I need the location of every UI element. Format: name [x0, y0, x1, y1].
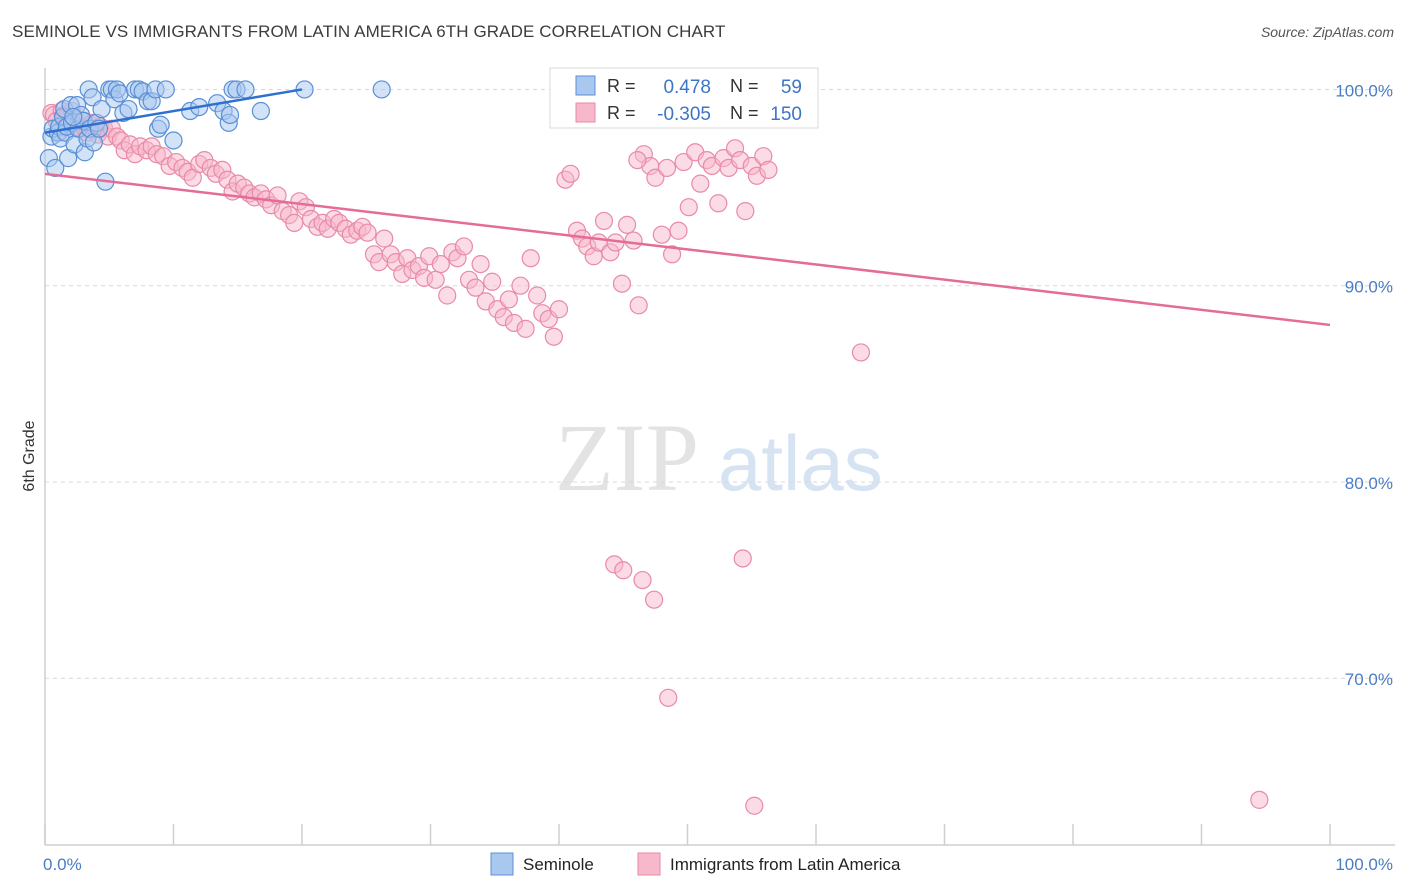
legend-swatch-latin-america — [637, 852, 661, 876]
x-tick-label-max: 100.0% — [1335, 855, 1393, 874]
latin-america-point-127 — [691, 174, 710, 193]
latin-america-point-144 — [644, 590, 664, 609]
source-label: Source: ZipAtlas.com — [1260, 24, 1394, 40]
bottom-legend: Seminole Immigrants from Latin America — [490, 852, 901, 876]
latin-america-point-104 — [561, 164, 580, 183]
latin-america-point-88 — [471, 255, 490, 274]
stats-swatch-seminole — [575, 75, 596, 96]
stats-r-value-seminole: 0.478 — [663, 77, 711, 98]
latin-america-point-101 — [544, 327, 563, 346]
stats-n-label-seminole: N = — [730, 76, 759, 96]
latin-america-point-146 — [733, 549, 752, 568]
latin-america-point-82 — [438, 286, 457, 305]
seminole-point-43 — [151, 115, 170, 134]
stats-legend: R = 0.478 N = 59 R = -0.305 N = 150 — [549, 67, 819, 129]
latin-america-point-102 — [549, 300, 569, 319]
latin-america-point-120 — [652, 225, 671, 244]
latin-america-point-115 — [624, 231, 643, 250]
y-axis-title: 6th Grade — [21, 420, 38, 491]
latin-america-point-143 — [633, 570, 652, 590]
seminole-point-54 — [236, 80, 255, 99]
latin-america-point-96 — [516, 319, 535, 338]
latin-america-point-148 — [851, 343, 871, 362]
seminole-point-3 — [46, 158, 65, 178]
latin-america-point-97 — [521, 249, 540, 268]
y-tick-label-0: 100.0% — [1335, 81, 1393, 100]
seminole-point-45 — [164, 131, 183, 150]
latin-america-point-80 — [426, 270, 445, 289]
latin-america-point-139 — [759, 160, 778, 179]
latin-america-point-142 — [614, 561, 633, 580]
latin-america-point-145 — [659, 688, 678, 707]
stats-n-value-seminole: 59 — [781, 77, 802, 98]
latin-america-point-121 — [657, 158, 677, 178]
stats-r-label-latin-america: R = — [607, 103, 636, 123]
seminole-point-57 — [372, 80, 391, 99]
y-tick-label-1: 90.0% — [1345, 278, 1393, 297]
seminole-point-35 — [119, 99, 138, 119]
latin-america-point-125 — [679, 198, 698, 217]
latin-america-point-98 — [528, 286, 547, 305]
latin-america-point-149 — [1250, 790, 1269, 809]
watermark-zip: ZIP — [555, 404, 699, 511]
seminole-point-33 — [110, 84, 129, 103]
latin-america-point-85 — [454, 237, 474, 256]
latin-america-point-114 — [618, 215, 637, 234]
latin-america-point-113 — [612, 274, 632, 293]
latin-america-point-93 — [499, 290, 518, 309]
latin-america-point-122 — [662, 245, 682, 264]
legend-label-latin-america: Immigrants from Latin America — [670, 855, 901, 874]
latin-america-point-123 — [669, 221, 688, 240]
latin-america-point-119 — [646, 168, 665, 187]
latin-america-point-124 — [674, 152, 693, 172]
latin-america-point-81 — [431, 255, 450, 274]
seminole-point-51 — [220, 105, 240, 125]
seminole-point-27 — [92, 99, 111, 119]
latin-america-point-95 — [511, 276, 530, 295]
y-tick-label-3: 70.0% — [1345, 670, 1393, 689]
stats-n-value-latin-america: 150 — [770, 104, 802, 125]
latin-america-point-116 — [629, 296, 648, 315]
y-tick-label-2: 80.0% — [1345, 474, 1393, 493]
trend-line-latin-america — [44, 172, 1331, 327]
y-tick-labels: 100.0% 90.0% 80.0% 70.0% — [1335, 81, 1393, 689]
axes — [44, 68, 1395, 846]
grid-lines — [45, 88, 1395, 679]
latin-america-point-110 — [594, 211, 614, 231]
seminole-point-44 — [156, 80, 175, 99]
stats-r-label-seminole: R = — [607, 76, 636, 96]
legend-label-seminole: Seminole — [523, 855, 594, 874]
stats-n-label-latin-america: N = — [730, 103, 759, 123]
latin-america-point-135 — [736, 202, 755, 221]
trend-line-seminole — [44, 88, 303, 134]
watermark-atlas: atlas — [718, 419, 883, 507]
x-tick-label-min: 0.0% — [43, 855, 82, 874]
chart-title: SEMINOLE VS IMMIGRANTS FROM LATIN AMERIC… — [12, 22, 726, 41]
stats-swatch-latin-america — [575, 102, 596, 123]
latin-america-point-90 — [483, 272, 502, 291]
stats-r-value-latin-america: -0.305 — [657, 104, 711, 125]
latin-america-point-147 — [745, 796, 764, 815]
latin-america-point-55 — [285, 213, 304, 232]
latin-america-point-68 — [358, 223, 377, 242]
latin-america-point-71 — [375, 229, 394, 248]
x-ticks — [44, 824, 1331, 845]
seminole-point-55 — [251, 101, 270, 121]
latin-america-point-130 — [709, 194, 728, 213]
latin-america-point-140 — [628, 150, 647, 170]
legend-swatch-seminole — [490, 852, 514, 876]
trend-lines — [44, 88, 1331, 327]
latin-america-point-87 — [466, 278, 485, 297]
seminole-point-58 — [64, 107, 83, 127]
